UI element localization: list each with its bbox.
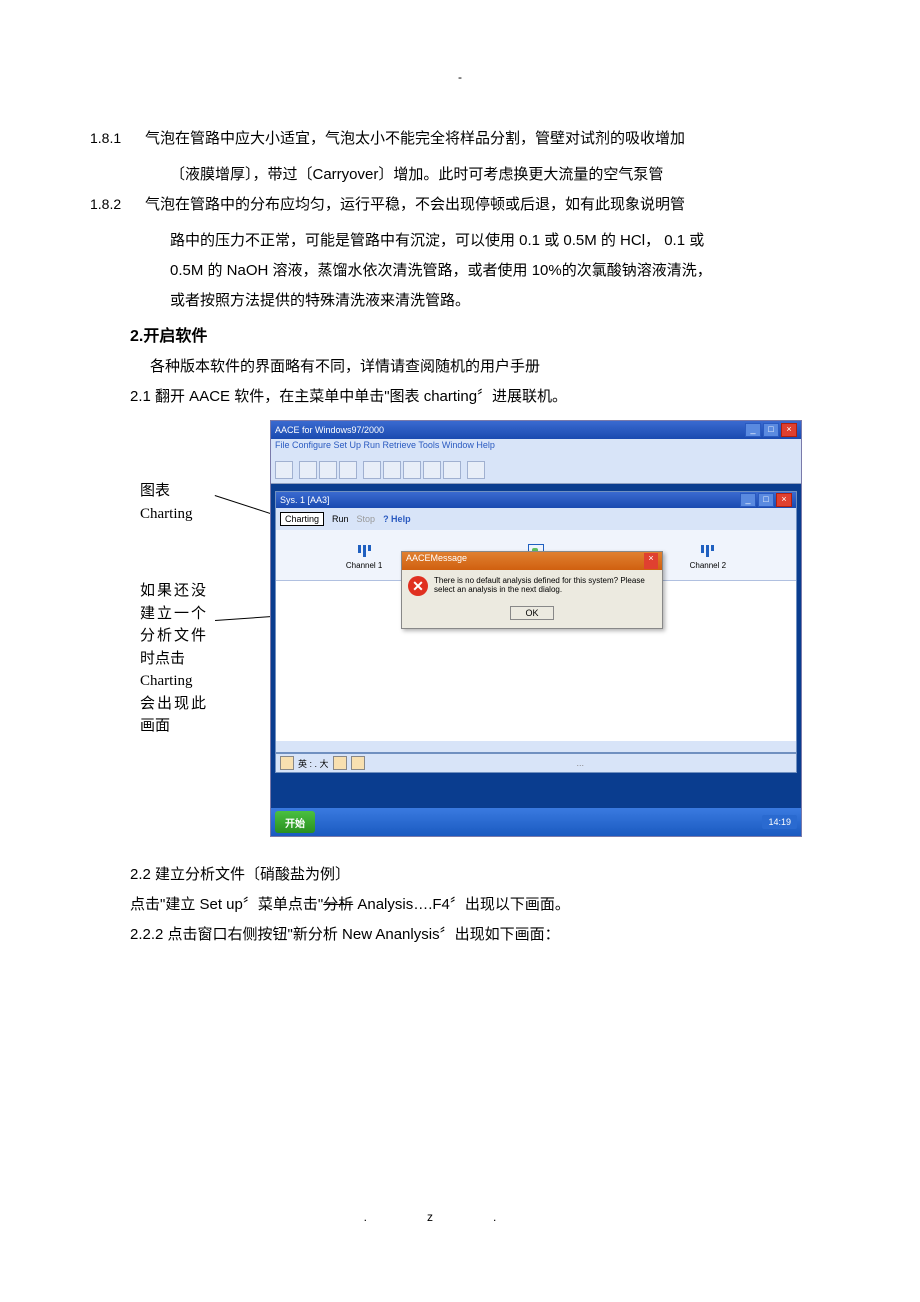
status-icon [333, 756, 347, 770]
toolbar-button[interactable] [423, 461, 441, 479]
inner-close-button[interactable]: × [776, 493, 792, 507]
para-2-2b: 点击"建立 Set up〞菜单点击"分析 Analysis….F4〞出现以下画面… [130, 890, 830, 920]
msg-titlebar: AACEMessage × [402, 552, 662, 570]
help-button[interactable]: ? Help [383, 514, 411, 524]
text-182a: 气泡在管路中的分布应均匀，运行平稳，不会出现停顿或后退，如有此现象说明管 [145, 190, 825, 220]
p22b-a: 点击"建立 Set up〞菜单点击" [130, 896, 323, 913]
a2l7: 画面 [140, 715, 230, 738]
inner-titlebar: Sys. 1 [AA3] _ □ × [276, 492, 796, 508]
channel1-icon [354, 545, 374, 559]
num-181: 1.8.1 [90, 124, 145, 152]
sub-note: 各种版本软件的界面略有不同，详情请查阅随机的用户手册 [150, 352, 830, 382]
annotation-message: 如果还没 建立一个 分析文件 时点击 Charting 会出现此 画面 [140, 580, 230, 738]
charting-button[interactable]: Charting [280, 512, 324, 526]
inner-title: Sys. 1 [AA3] [280, 495, 330, 505]
msg-title: AACEMessage [406, 553, 467, 569]
toolbar [271, 457, 801, 484]
lang-indicator: 英 : . 大 [298, 757, 329, 770]
msg-close-button[interactable]: × [644, 553, 658, 569]
channel2-label: Channel 2 [690, 561, 726, 570]
footer-a: . [364, 1210, 427, 1224]
app-title: AACE for Windows97/2000 [275, 425, 384, 435]
error-icon: ✕ [408, 576, 428, 596]
taskbar: 开始 14:19 [271, 808, 801, 836]
para-2-2: 2.2 建立分析文件〔硝酸盐为例〕 [130, 860, 830, 890]
para-1-8-2: 1.8.2气泡在管路中的分布应均匀，运行平稳，不会出现停顿或后退，如有此现象说明… [90, 190, 830, 220]
toolbar-button[interactable] [275, 461, 293, 479]
message-box: AACEMessage × ✕ There is no default anal… [401, 551, 663, 629]
text-181a: 气泡在管路中应大小适宜，气泡太小不能完全将样品分割，管壁对试剂的吸收增加 [145, 124, 825, 154]
minimize-button[interactable]: _ [745, 423, 761, 437]
status-dots: ... [369, 758, 792, 768]
para-2-1: 2.1 翻开 AACE 软件，在主菜单中单击"图表 charting〞进展联机。 [130, 382, 830, 412]
toolbar-button[interactable] [467, 461, 485, 479]
a2l4: 时点击 [140, 648, 230, 671]
app-titlebar: AACE for Windows97/2000 _ □ × [271, 421, 801, 439]
footer: .z. [90, 1210, 830, 1224]
text-182d: 或者按照方法提供的特殊清洗液来清洗管路。 [90, 286, 830, 316]
maximize-button[interactable]: □ [763, 423, 779, 437]
toolbar-button[interactable] [299, 461, 317, 479]
para-2-2-2: 2.2.2 点击窗口右侧按钮"新分析 New Ananlysis〞出现如下画面： [130, 920, 830, 950]
status-icon [351, 756, 365, 770]
run-button[interactable]: Run [332, 514, 349, 524]
msg-body: ✕ There is no default analysis defined f… [402, 570, 662, 602]
ok-button[interactable]: OK [510, 606, 553, 620]
toolbar-button[interactable] [383, 461, 401, 479]
channel2-icon [698, 545, 718, 559]
status-bar: 英 : . 大 ... [275, 753, 797, 773]
heading-2: 2.开启软件 [130, 322, 830, 346]
window-buttons: _ □ × [745, 423, 797, 437]
text-182c: 0.5M 的 NaOH 溶液，蒸馏水依次清洗管路，或者使用 10%的次氯酸钠溶液… [90, 256, 830, 286]
msg-text: There is no default analysis defined for… [434, 576, 656, 594]
stop-button: Stop [357, 514, 376, 524]
screenshot-aace: AACE for Windows97/2000 _ □ × File Confi… [270, 420, 802, 837]
channel-1: Channel 1 [346, 545, 382, 570]
task-tray: 14:19 [762, 815, 797, 829]
toolbar-button[interactable] [363, 461, 381, 479]
channel-2: Channel 2 [690, 545, 726, 570]
close-button[interactable]: × [781, 423, 797, 437]
toolbar-button[interactable] [339, 461, 357, 479]
menubar[interactable]: File Configure Set Up Run Retrieve Tools… [271, 439, 801, 457]
toolbar-button[interactable] [403, 461, 421, 479]
start-button[interactable]: 开始 [275, 811, 315, 833]
inner-min-button[interactable]: _ [740, 493, 756, 507]
a2l3: 分析文件 [140, 625, 230, 648]
footer-b: z. [427, 1210, 556, 1224]
status-icon [280, 756, 294, 770]
inner-toolbar: Charting Run Stop ? Help [276, 508, 796, 530]
a2l6: 会出现此 [140, 693, 230, 716]
text-182b: 路中的压力不正常，可能是管路中有沉淀，可以使用 0.1 或 0.5M 的 HCl… [90, 226, 830, 256]
p22b-b: Analysis….F4〞出现以下画面。 [353, 896, 570, 913]
clock: 14:19 [768, 817, 791, 827]
leader-line-1 [205, 495, 276, 545]
top-dash: - [90, 70, 830, 84]
toolbar-button[interactable] [443, 461, 461, 479]
inner-max-button[interactable]: □ [758, 493, 774, 507]
figure-1: 图表 Charting 如果还没 建立一个 分析文件 时点击 Charting … [90, 420, 830, 840]
p22b-strike: 分析 [323, 896, 353, 913]
channel1-label: Channel 1 [346, 561, 382, 570]
para-1-8-1: 1.8.1气泡在管路中应大小适宜，气泡太小不能完全将样品分割，管壁对试剂的吸收增… [90, 124, 830, 154]
text-181b: 〔液膜增厚〕，带过〔Carryover〕增加。此时可考虑换更大流量的空气泵管 [90, 160, 830, 190]
a2l1: 如果还没 [140, 580, 230, 603]
num-182: 1.8.2 [90, 190, 145, 218]
toolbar-button[interactable] [319, 461, 337, 479]
a2l5: Charting [140, 670, 230, 693]
